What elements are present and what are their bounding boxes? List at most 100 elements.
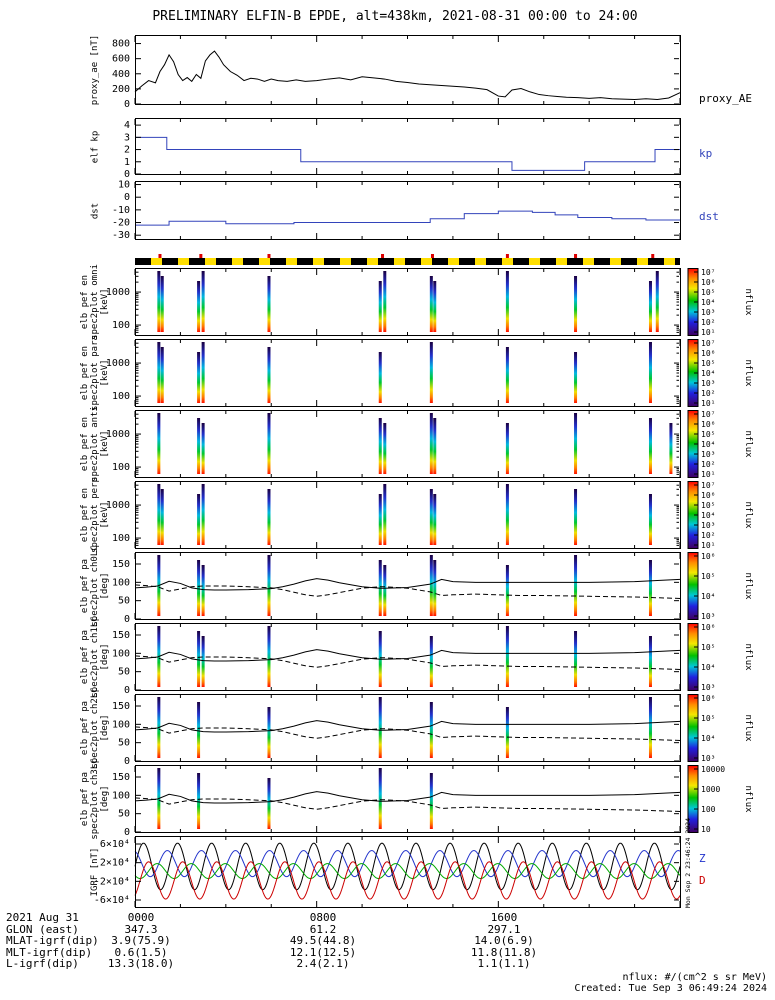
right-label-dst: dst bbox=[699, 210, 719, 223]
svg-text:100: 100 bbox=[112, 790, 130, 801]
svg-text:4: 4 bbox=[124, 120, 130, 131]
svg-text:10⁷: 10⁷ bbox=[701, 339, 715, 348]
svg-text:10¹: 10¹ bbox=[701, 470, 715, 479]
plot-title: PRELIMINARY ELFIN-B EPDE, alt=438km, 202… bbox=[152, 9, 638, 24]
footer-cell: 297.1 bbox=[487, 922, 521, 936]
right-label-igrf-z: Z bbox=[699, 852, 706, 865]
svg-text:nflux: nflux bbox=[743, 572, 753, 600]
flux-units-note: nflux: #/(cm^2 s sr MeV) bbox=[622, 972, 768, 983]
svg-text:10³: 10³ bbox=[701, 683, 715, 692]
footer-row-label: 2021 Aug 31 bbox=[6, 911, 79, 924]
panel-spec-perp: 100 1000 10⁷ 10⁶ 10⁵ 10⁴ 10³ 10² 10¹ nflux bbox=[0, 481, 775, 550]
svg-text:10⁵: 10⁵ bbox=[701, 714, 715, 723]
right-label-igrf-d: D bbox=[699, 874, 706, 887]
footer-cell: 11.8(11.8) bbox=[470, 945, 538, 959]
svg-text:100: 100 bbox=[112, 719, 130, 730]
footer-ephemeris: 2021 Aug 31 0000 0800 1600 GLON (east) 3… bbox=[6, 911, 766, 970]
footer-cell: 347.3 bbox=[124, 922, 158, 936]
panel-svg-pa_ch2lc: 0 50 100 150 10⁶ 10⁵ 10⁴ 10³ nflux bbox=[112, 694, 753, 767]
svg-text:10⁶: 10⁶ bbox=[701, 491, 715, 500]
svg-text:10⁴: 10⁴ bbox=[701, 511, 715, 520]
footer-cell: 0.6(1.5) bbox=[114, 945, 168, 959]
svg-text:10⁴: 10⁴ bbox=[701, 663, 715, 672]
svg-text:10⁷: 10⁷ bbox=[701, 268, 715, 277]
panel-spec-omni: 100 1000 10⁷ 10⁶ 10⁵ 10⁴ 10³ 10² 10¹ nflux bbox=[0, 268, 775, 337]
svg-text:0: 0 bbox=[124, 169, 130, 180]
svg-text:0: 0 bbox=[124, 685, 130, 696]
svg-text:50: 50 bbox=[118, 738, 130, 749]
svg-text:-20: -20 bbox=[112, 218, 130, 229]
svg-text:10⁷: 10⁷ bbox=[701, 481, 715, 490]
svg-text:100: 100 bbox=[701, 805, 716, 814]
footer-row-label: GLON (east) bbox=[6, 922, 79, 936]
panel-svg-proxy_ae: 0 200 400 600 800 bbox=[112, 35, 681, 110]
svg-text:10³: 10³ bbox=[701, 521, 715, 530]
panel-proxy-ae: 0 200 400 600 800 bbox=[0, 35, 775, 110]
svg-text:1000: 1000 bbox=[106, 358, 130, 369]
svg-text:50: 50 bbox=[118, 667, 130, 678]
svg-text:nflux: nflux bbox=[743, 643, 753, 671]
svg-text:6×10⁴: 6×10⁴ bbox=[100, 839, 130, 850]
panel-svg-pa_ch0lc: 0 50 100 150 10⁶ 10⁵ 10⁴ 10³ nflux bbox=[112, 552, 753, 625]
svg-text:150: 150 bbox=[112, 772, 130, 783]
svg-text:nflux: nflux bbox=[743, 714, 753, 742]
svg-text:10⁵: 10⁵ bbox=[701, 288, 715, 297]
svg-text:100: 100 bbox=[112, 533, 130, 544]
svg-text:10²: 10² bbox=[701, 389, 715, 398]
svg-text:1000: 1000 bbox=[701, 785, 720, 794]
svg-text:1: 1 bbox=[124, 157, 130, 168]
footer-row-label: MLAT-igrf(dip) bbox=[6, 934, 99, 947]
svg-text:10²: 10² bbox=[701, 318, 715, 327]
svg-text:1000: 1000 bbox=[106, 287, 130, 298]
svg-text:50: 50 bbox=[118, 809, 130, 820]
footer-cell: 49.5(44.8) bbox=[289, 934, 357, 947]
svg-text:-10: -10 bbox=[112, 205, 130, 216]
svg-text:10²: 10² bbox=[701, 531, 715, 540]
svg-text:10⁴: 10⁴ bbox=[701, 369, 715, 378]
ylabel-proxy_ae: proxy_ae [nT] bbox=[90, 34, 100, 106]
panel-spec-para: 100 1000 10⁷ 10⁶ 10⁵ 10⁴ 10³ 10² 10¹ nflux bbox=[0, 339, 775, 408]
footer-cell: 13.3(18.0) bbox=[107, 957, 175, 970]
svg-text:100: 100 bbox=[112, 462, 130, 473]
svg-text:10⁴: 10⁴ bbox=[701, 734, 715, 743]
created-note: Created: Tue Sep 3 06:49:24 2024 bbox=[574, 983, 767, 994]
footer-cell: 2.4(2.1) bbox=[296, 957, 350, 970]
svg-text:10: 10 bbox=[118, 180, 130, 191]
svg-text:10⁵: 10⁵ bbox=[701, 430, 715, 439]
panel-pa-ch3lc: 0 50 100 150 10000 1000 100 10 nflux bbox=[0, 765, 775, 838]
panel-svg-dst: 100 -10 -20-30 bbox=[112, 180, 681, 241]
right-label-proxy-ae: proxy_AE bbox=[699, 92, 752, 105]
svg-text:150: 150 bbox=[112, 701, 130, 712]
svg-text:10⁶: 10⁶ bbox=[701, 420, 715, 429]
svg-text:100: 100 bbox=[112, 577, 130, 588]
footer-row-l: L-igrf(dip) 13.3(18.0) 2.4(2.1) 1.1(1.1) bbox=[6, 957, 766, 970]
svg-text:3: 3 bbox=[124, 132, 130, 143]
svg-text:10¹: 10¹ bbox=[701, 399, 715, 408]
footer-cell: 0000 bbox=[127, 911, 155, 924]
footer-cell: 1600 bbox=[490, 911, 518, 924]
svg-text:10²: 10² bbox=[701, 460, 715, 469]
footer-cell: 3.9(75.9) bbox=[111, 934, 171, 947]
panel-svg-pa_ch3lc: 0 50 100 150 10000 1000 100 10 nflux bbox=[112, 765, 753, 838]
svg-text:150: 150 bbox=[112, 630, 130, 641]
footer-cell: 61.2 bbox=[309, 922, 337, 936]
svg-text:1000: 1000 bbox=[106, 429, 130, 440]
footer-row-label: L-igrf(dip) bbox=[6, 957, 79, 970]
footer-cell: 12.1(12.5) bbox=[289, 945, 357, 959]
svg-text:200: 200 bbox=[112, 84, 130, 95]
svg-text:-30: -30 bbox=[112, 230, 130, 241]
svg-text:100: 100 bbox=[112, 391, 130, 402]
svg-text:10: 10 bbox=[701, 825, 711, 834]
svg-text:-6×10⁴: -6×10⁴ bbox=[94, 895, 130, 906]
footer-row-glon: GLON (east) 347.3 61.2 297.1 bbox=[6, 922, 766, 936]
svg-text:nflux: nflux bbox=[743, 359, 753, 387]
svg-text:10⁴: 10⁴ bbox=[701, 298, 715, 307]
ylabel-igrf: IGRF [nT] bbox=[90, 847, 100, 897]
creation-timestamp-vertical: Mon Sep 2 23:46:24 2024 bbox=[684, 817, 692, 908]
svg-text:10⁷: 10⁷ bbox=[701, 410, 715, 419]
panel-pa-ch1lc: 0 50 100 150 10⁶ 10⁵ 10⁴ 10³ nflux bbox=[0, 623, 775, 696]
svg-text:10⁵: 10⁵ bbox=[701, 501, 715, 510]
